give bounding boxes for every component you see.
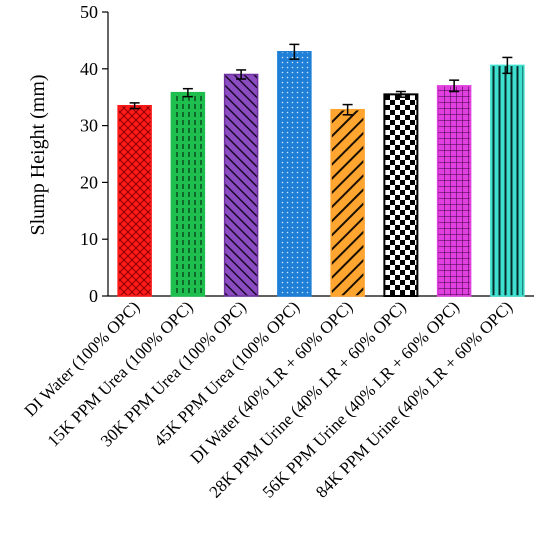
x-category-label: 84K PPM Urine (40% LR + 60% OPC) (312, 297, 516, 501)
error-bar (502, 56, 513, 75)
x-category-label: 28K PPM Urine (40% LR + 60% OPC) (205, 297, 409, 501)
y-tick-labels: 0 10 20 30 40 50 (80, 2, 98, 306)
x-category-labels: DI Water (100% OPC)15K PPM Urea (100% OP… (21, 297, 516, 501)
bars (117, 51, 525, 297)
error-bar (449, 79, 460, 93)
bar (277, 51, 312, 297)
error-bar (129, 102, 140, 110)
error-bar (289, 43, 300, 60)
bar (490, 64, 525, 297)
error-bar (342, 103, 353, 116)
bar (117, 104, 152, 297)
bar (436, 85, 472, 297)
bar (223, 73, 259, 297)
y-tick-label: 30 (80, 116, 98, 136)
bar (170, 91, 206, 297)
y-tick-label: 0 (89, 286, 98, 306)
error-bar (182, 87, 193, 98)
error-bars (129, 43, 513, 116)
error-bar (236, 69, 247, 80)
y-tick-label: 50 (80, 2, 98, 22)
y-tick-label: 20 (80, 172, 98, 192)
y-tick-label: 10 (80, 229, 98, 249)
y-tick-label: 40 (80, 59, 98, 79)
error-bar (395, 90, 406, 98)
x-category-label: 56K PPM Urine (40% LR + 60% OPC) (259, 297, 463, 501)
y-axis-title: Slump Height (mm) (27, 74, 49, 235)
bar (330, 108, 365, 297)
bar (383, 93, 419, 297)
